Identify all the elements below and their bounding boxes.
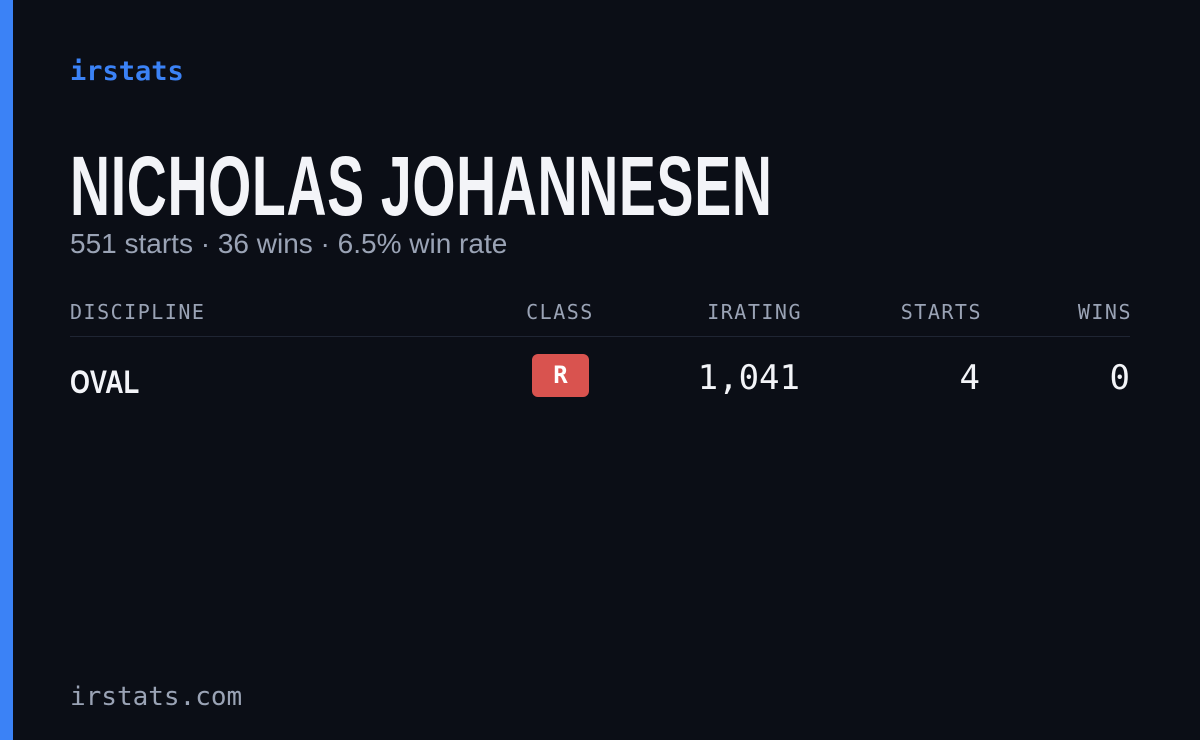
class-badge: R bbox=[532, 354, 589, 397]
column-header: DISCIPLINE bbox=[70, 300, 206, 324]
discipline: OVAL bbox=[70, 364, 140, 400]
driver-summary: 551 starts · 36 wins · 6.5% win rate bbox=[70, 228, 508, 259]
starts: 4 bbox=[959, 358, 980, 398]
irating: 1,041 bbox=[697, 358, 800, 398]
column-header: WINS bbox=[1077, 300, 1132, 324]
accent-bar bbox=[0, 0, 13, 740]
column-header: STARTS bbox=[900, 300, 982, 324]
column-header: IRATING bbox=[707, 300, 802, 324]
wins: 0 bbox=[1109, 358, 1130, 398]
column-header: CLASS bbox=[526, 300, 594, 324]
header-rule bbox=[70, 336, 1130, 337]
footer: irstats.com bbox=[70, 682, 243, 712]
brand: irstats bbox=[70, 56, 184, 87]
driver-name: NICHOLAS JOHANNESEN bbox=[70, 139, 773, 233]
